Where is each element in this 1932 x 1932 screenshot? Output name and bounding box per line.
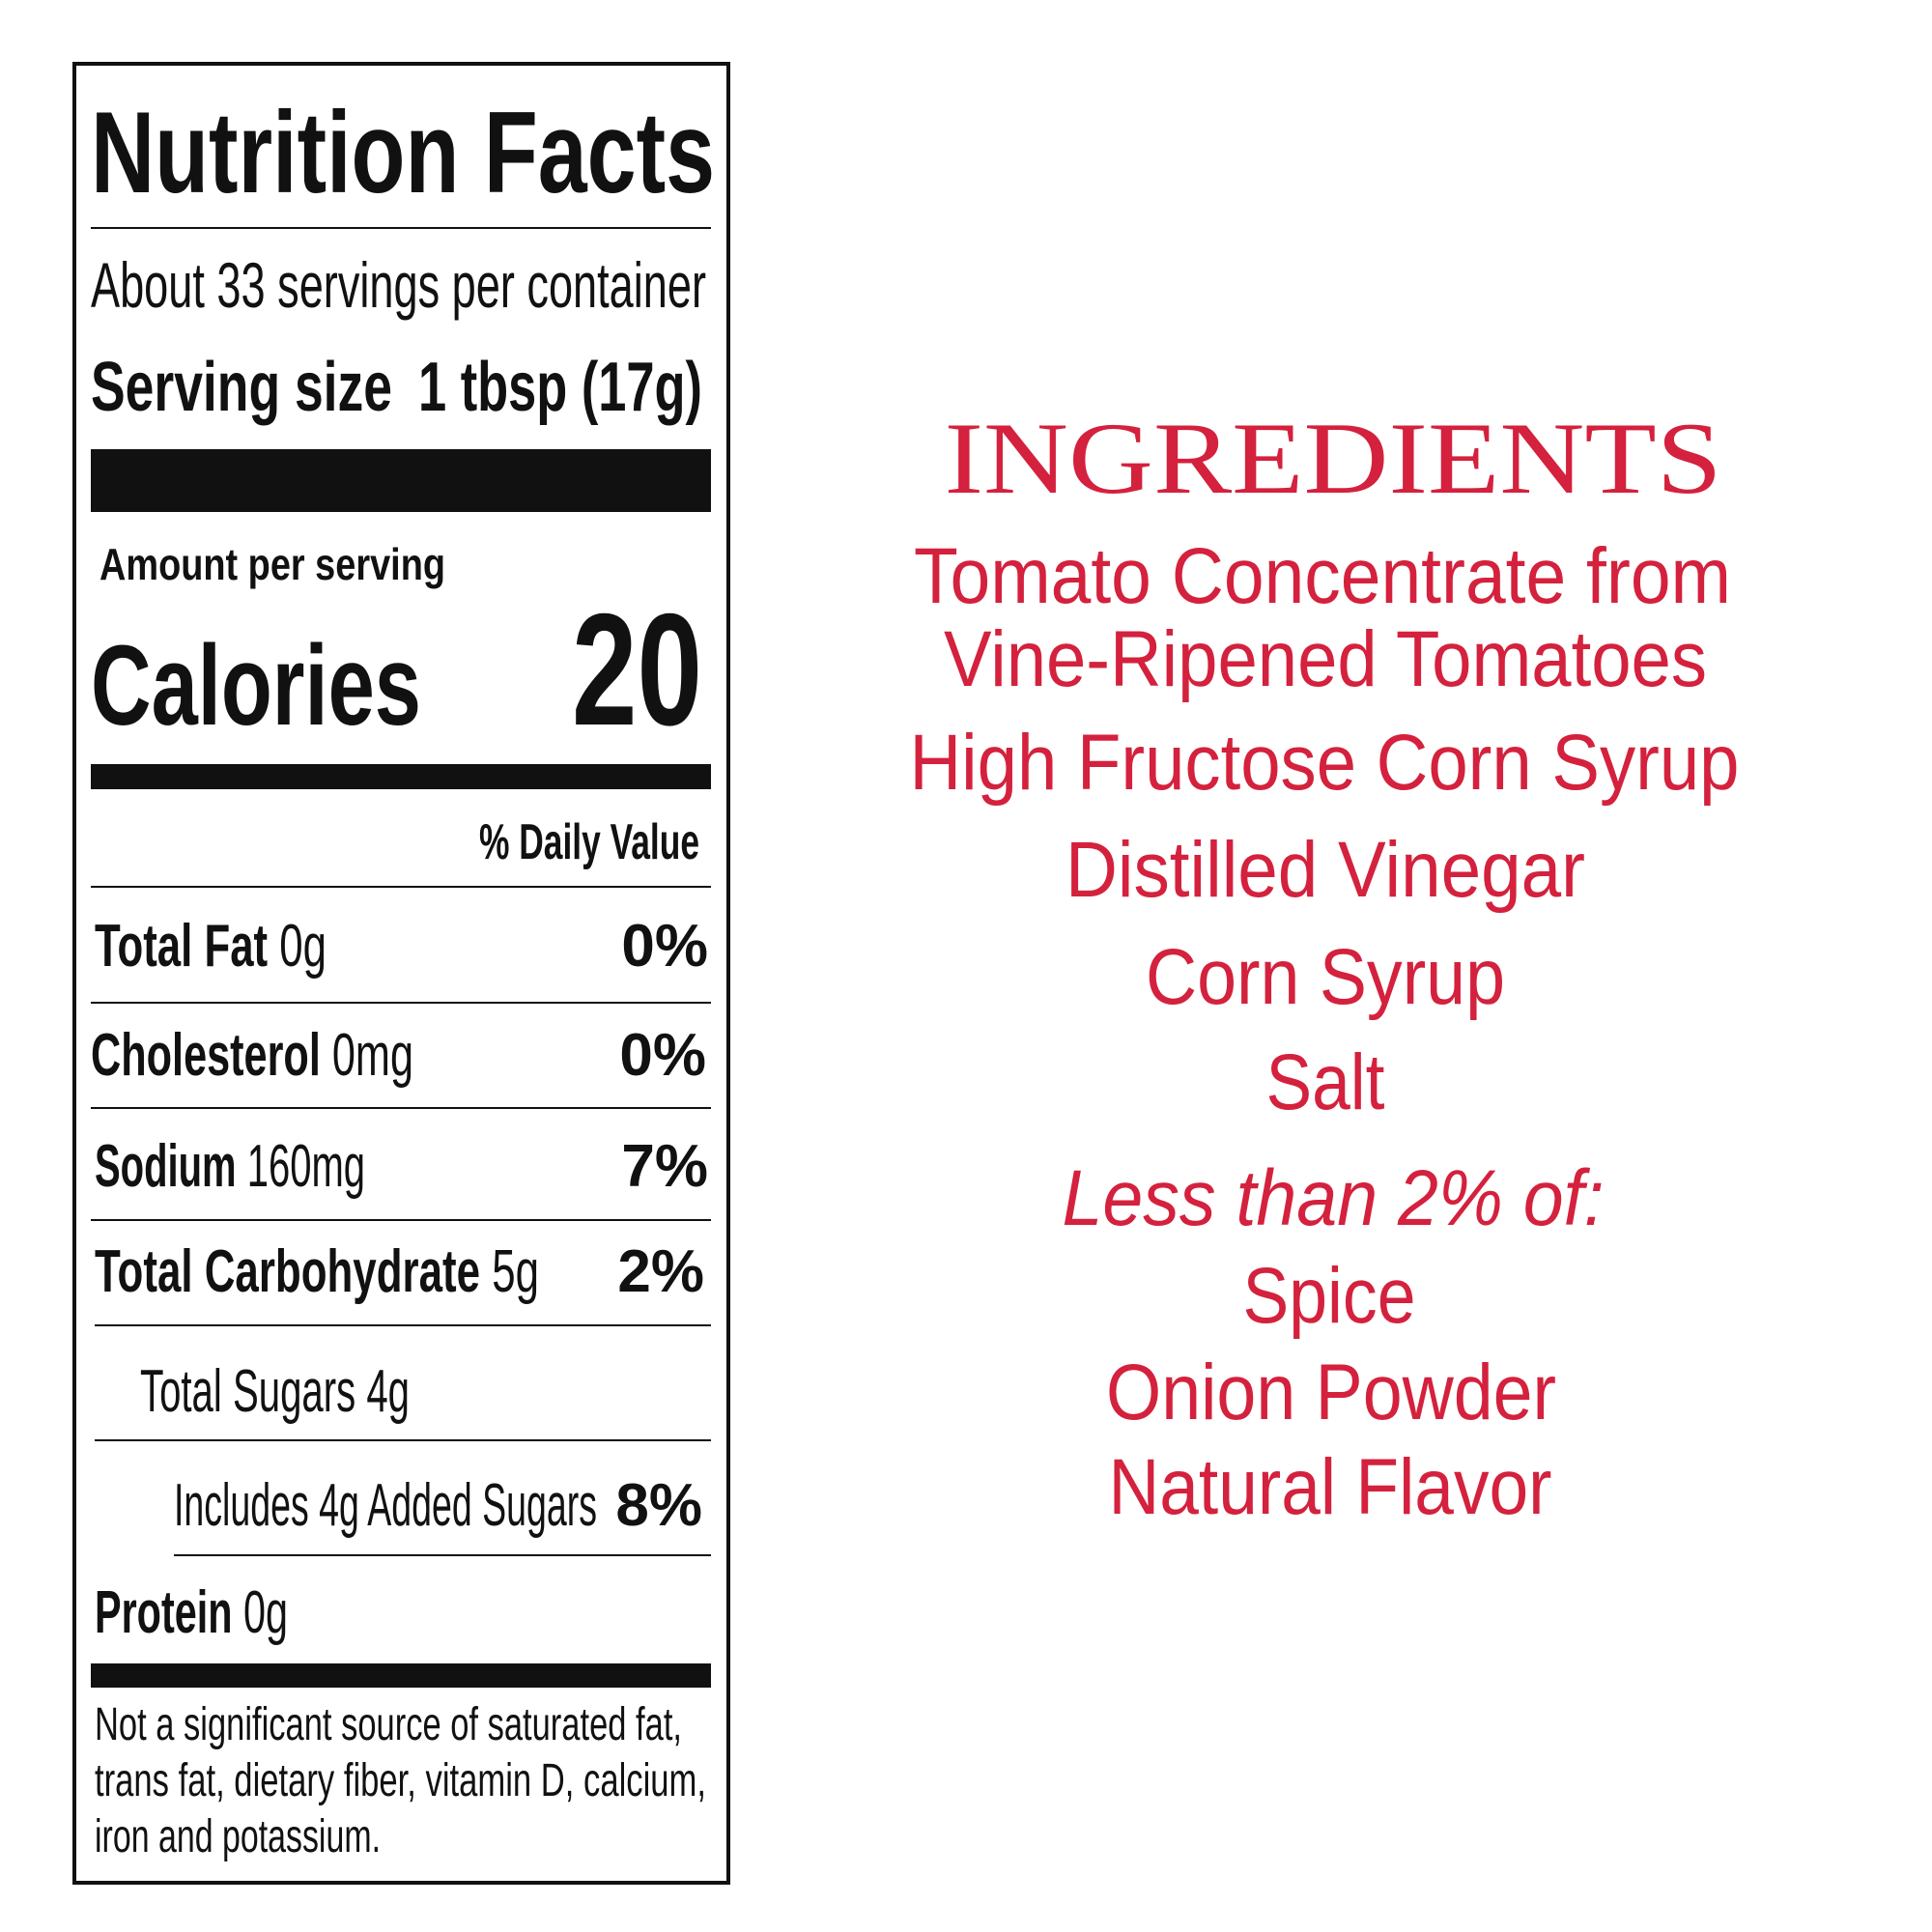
nutrient-dv: 2% — [617, 1238, 704, 1305]
nutrient-row: Total Fat 0g — [95, 913, 327, 980]
ingredient: High Fructose Corn Syrup — [910, 719, 1740, 807]
nutrient-amount: 160mg — [247, 1133, 365, 1200]
nutrient-dv: 0% — [621, 913, 708, 980]
ingredient: Distilled Vinegar — [1065, 826, 1585, 914]
ingredient: Tomato Concentrate from — [914, 532, 1731, 620]
ingredient: Spice — [1243, 1252, 1416, 1340]
footnote-line: trans fat, dietary fiber, vitamin D, cal… — [95, 1755, 706, 1806]
ingredient: Vine-Ripened Tomatoes — [944, 615, 1707, 703]
calories-label: Calories — [91, 622, 421, 750]
nutrient-amount: 0g — [243, 1579, 288, 1646]
nutrient-dv: 7% — [621, 1133, 708, 1200]
ingredient: Corn Syrup — [1146, 933, 1505, 1021]
serving-size-value: 1 tbsp (17g) — [418, 349, 702, 426]
nutrient-name: Sodium — [95, 1133, 237, 1200]
nutrient-row: Total Carbohydrate 5g — [95, 1238, 539, 1305]
nutrient-amount: 4g — [366, 1358, 410, 1425]
nutrient-name: Total Sugars — [140, 1358, 355, 1425]
nutrient-name: Includes 4g Added Sugars — [174, 1472, 597, 1539]
nutrient-row: Protein 0g — [95, 1579, 288, 1646]
ingredient: Natural Flavor — [1109, 1443, 1552, 1531]
servings: About 33 servings per container — [91, 249, 706, 321]
nutrient-name: Protein — [95, 1579, 232, 1646]
nutrient-name: Cholesterol — [91, 1022, 321, 1089]
thick-bar — [91, 449, 711, 512]
nutrient-dv: 0% — [619, 1022, 706, 1089]
ingredient: Onion Powder — [1106, 1349, 1556, 1436]
daily-value-header: % Daily Value — [479, 814, 699, 870]
footnote-line: iron and potassium. — [95, 1811, 381, 1862]
calories-value: 20 — [572, 581, 702, 758]
footnote-line: Not a significant source of saturated fa… — [95, 1699, 682, 1750]
ingredient: Salt — [1266, 1038, 1385, 1126]
nutrient-dv: 8% — [615, 1472, 702, 1539]
nutrient-row: Total Sugars 4g — [140, 1358, 410, 1425]
nutrient-row: Sodium 160mg — [95, 1133, 365, 1200]
nutrient-amount: 0mg — [332, 1022, 413, 1089]
nutrient-row: Cholesterol 0mg — [91, 1022, 413, 1089]
nutrient-name: Total Carbohydrate — [95, 1238, 480, 1305]
nf-title: Nutrition Facts — [91, 88, 715, 217]
nutrient-amount: 0g — [279, 913, 327, 980]
serving-size-label: Serving size — [91, 349, 392, 426]
nutrient-amount: 5g — [492, 1238, 539, 1305]
ingredients-title: INGREDIENTS — [945, 402, 1722, 515]
ingredient-note: Less than 2% of: — [1063, 1154, 1605, 1242]
medium-bar — [91, 1663, 711, 1688]
amount-per-serving: Amount per serving — [99, 539, 445, 589]
label-border — [72, 62, 730, 1885]
nutrient-name: Total Fat — [95, 913, 268, 980]
medium-bar — [91, 764, 711, 789]
